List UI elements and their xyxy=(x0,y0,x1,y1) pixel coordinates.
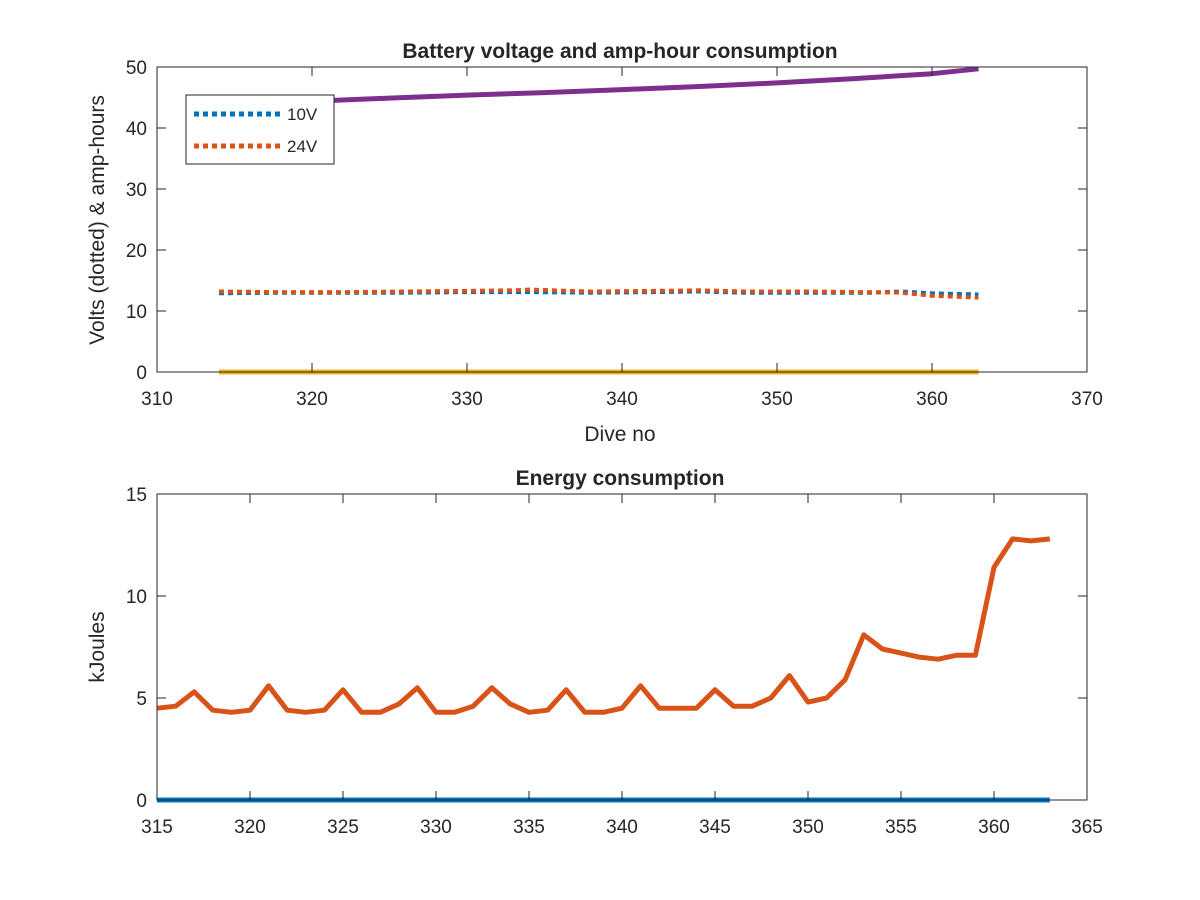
subplot1-y-tick-label: 30 xyxy=(126,180,147,201)
subplot2-x-tick-label: 315 xyxy=(141,817,173,838)
subplot2-title: Energy consumption xyxy=(516,467,725,490)
subplot1-x-tick-label: 360 xyxy=(916,389,948,410)
subplot1-x-tick-label: 320 xyxy=(296,389,328,410)
subplot1-y-tick-label: 40 xyxy=(126,119,147,140)
subplot1-y-tick-label: 0 xyxy=(136,363,147,384)
subplot2-y-tick-label: 15 xyxy=(126,485,147,506)
subplot1-y-tick-label: 50 xyxy=(126,58,147,79)
energy-subplot: Energy consumption 315 320 325 330 335 340 345… xyxy=(86,467,1103,838)
voltage-subplot: Battery voltage and amp-hour consumption… xyxy=(86,40,1103,446)
subplot2-y-axis-label: kJoules xyxy=(86,611,109,682)
subplot2-x-tick-label: 365 xyxy=(1071,817,1103,838)
subplot1-legend: 10V 24V xyxy=(185,94,335,165)
subplot2-x-tick-label: 320 xyxy=(234,817,266,838)
subplot2-y-tick-label: 5 xyxy=(136,689,147,710)
subplot2-x-tick-label: 335 xyxy=(513,817,545,838)
subplot2-x-tick-label: 345 xyxy=(699,817,731,838)
subplot1-x-tick-label: 310 xyxy=(141,389,173,410)
subplot1-x-tick-label: 340 xyxy=(606,389,638,410)
legend-label-24v: 24V xyxy=(287,137,318,156)
subplot1-x-tick-label: 350 xyxy=(761,389,793,410)
subplot2-x-tick-label: 360 xyxy=(978,817,1010,838)
subplot1-series-line-1 xyxy=(218,287,979,300)
subplot2-y-tick-label: 0 xyxy=(136,791,147,812)
subplot1-title: Battery voltage and amp-hour consumption xyxy=(402,40,837,63)
subplot2-x-tick-label: 340 xyxy=(606,817,638,838)
subplot1-x-axis-label: Dive no xyxy=(584,423,655,446)
subplot1-y-axis-label: Volts (dotted) & amp-hours xyxy=(86,95,109,345)
subplot2-x-tick-label: 330 xyxy=(420,817,452,838)
subplot1-y-tick-label: 10 xyxy=(126,302,147,323)
subplot1-series-line-2 xyxy=(218,66,979,107)
subplot1-y-tick-label: 20 xyxy=(126,241,147,262)
subplot2-x-tick-label: 355 xyxy=(885,817,917,838)
subplot2-plot-area xyxy=(157,494,1087,800)
subplot1-x-tick-label: 330 xyxy=(451,389,483,410)
subplot2-x-tick-label: 350 xyxy=(792,817,824,838)
legend-box xyxy=(185,94,335,165)
subplot2-series-line-0 xyxy=(156,536,1051,715)
legend-label-10v: 10V xyxy=(287,105,318,124)
subplot2-y-tick-label: 10 xyxy=(126,587,147,608)
subplot2-x-tick-label: 325 xyxy=(327,817,359,838)
subplot1-x-tick-label: 370 xyxy=(1071,389,1103,410)
